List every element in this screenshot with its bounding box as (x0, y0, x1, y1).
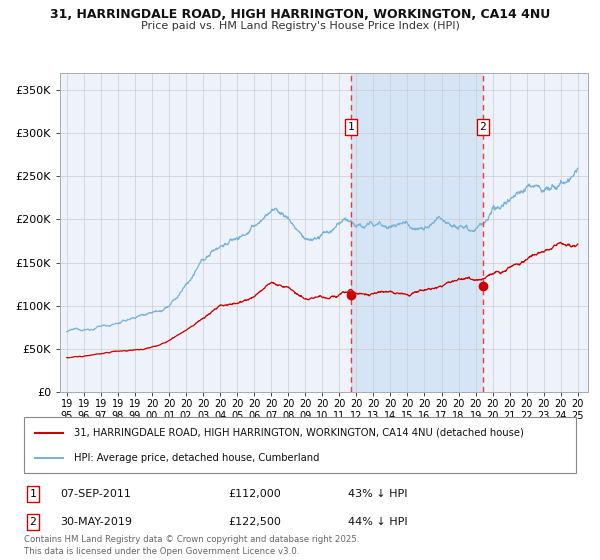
Text: 07-SEP-2011: 07-SEP-2011 (60, 489, 131, 499)
Text: 2: 2 (479, 122, 486, 132)
Text: 30-MAY-2019: 30-MAY-2019 (60, 517, 132, 527)
Bar (351, 73, 483, 392)
Text: 31, HARRINGDALE ROAD, HIGH HARRINGTON, WORKINGTON, CA14 4NU: 31, HARRINGDALE ROAD, HIGH HARRINGTON, W… (50, 8, 550, 21)
Text: 2: 2 (29, 517, 37, 527)
Text: HPI: Average price, detached house, Cumberland: HPI: Average price, detached house, Cumb… (74, 452, 319, 463)
Text: 43% ↓ HPI: 43% ↓ HPI (348, 489, 407, 499)
Text: Contains HM Land Registry data © Crown copyright and database right 2025.
This d: Contains HM Land Registry data © Crown c… (24, 535, 359, 556)
Text: 31, HARRINGDALE ROAD, HIGH HARRINGTON, WORKINGTON, CA14 4NU (detached house): 31, HARRINGDALE ROAD, HIGH HARRINGTON, W… (74, 428, 524, 438)
Text: £112,000: £112,000 (228, 489, 281, 499)
Text: Price paid vs. HM Land Registry's House Price Index (HPI): Price paid vs. HM Land Registry's House … (140, 21, 460, 31)
Text: 44% ↓ HPI: 44% ↓ HPI (348, 517, 407, 527)
Text: 1: 1 (29, 489, 37, 499)
Text: 1: 1 (347, 122, 354, 132)
Text: £122,500: £122,500 (228, 517, 281, 527)
FancyBboxPatch shape (24, 417, 576, 473)
